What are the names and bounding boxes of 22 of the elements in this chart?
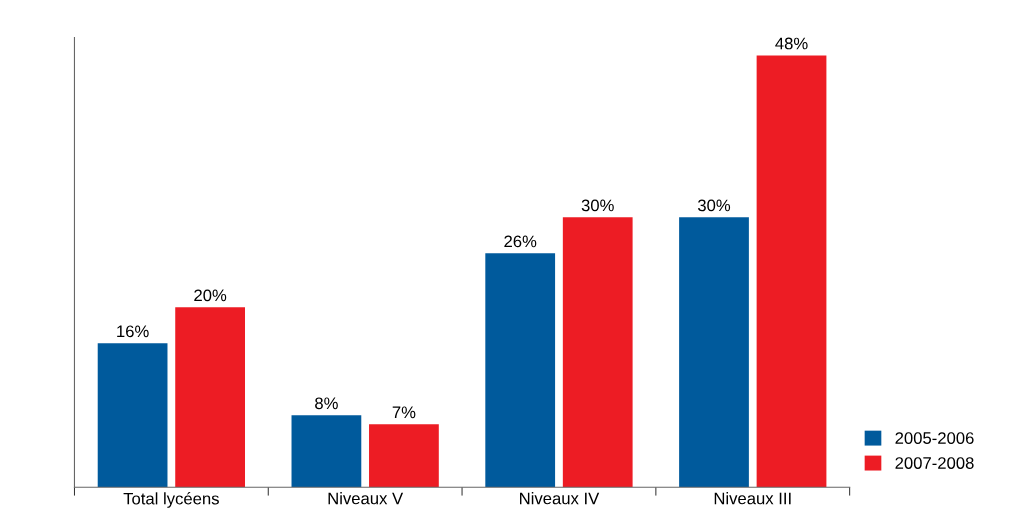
data-label: 26%	[504, 235, 537, 248]
data-label: 7%	[392, 406, 416, 419]
data-label: 30%	[581, 199, 614, 212]
data-label: 16%	[117, 325, 149, 338]
x-tick-label: Niveaux III	[714, 492, 791, 505]
legend-label: 2007-2008	[895, 457, 974, 469]
legend-label: 2005-2006	[895, 432, 974, 444]
data-label: 8%	[315, 397, 338, 410]
x-tick-label: Niveaux IV	[520, 492, 600, 505]
bar	[175, 307, 245, 488]
bar	[97, 343, 168, 488]
x-tick-label: Niveaux V	[328, 492, 404, 505]
bar	[679, 217, 749, 488]
data-label: 48%	[775, 37, 808, 50]
data-label: 20%	[194, 289, 227, 302]
data-label: 30%	[697, 199, 731, 212]
bar	[485, 253, 556, 488]
bar	[562, 217, 633, 488]
bar	[756, 55, 827, 488]
bar	[291, 415, 362, 488]
x-tick-label: Total lycéens	[123, 492, 219, 508]
bar	[369, 424, 439, 488]
